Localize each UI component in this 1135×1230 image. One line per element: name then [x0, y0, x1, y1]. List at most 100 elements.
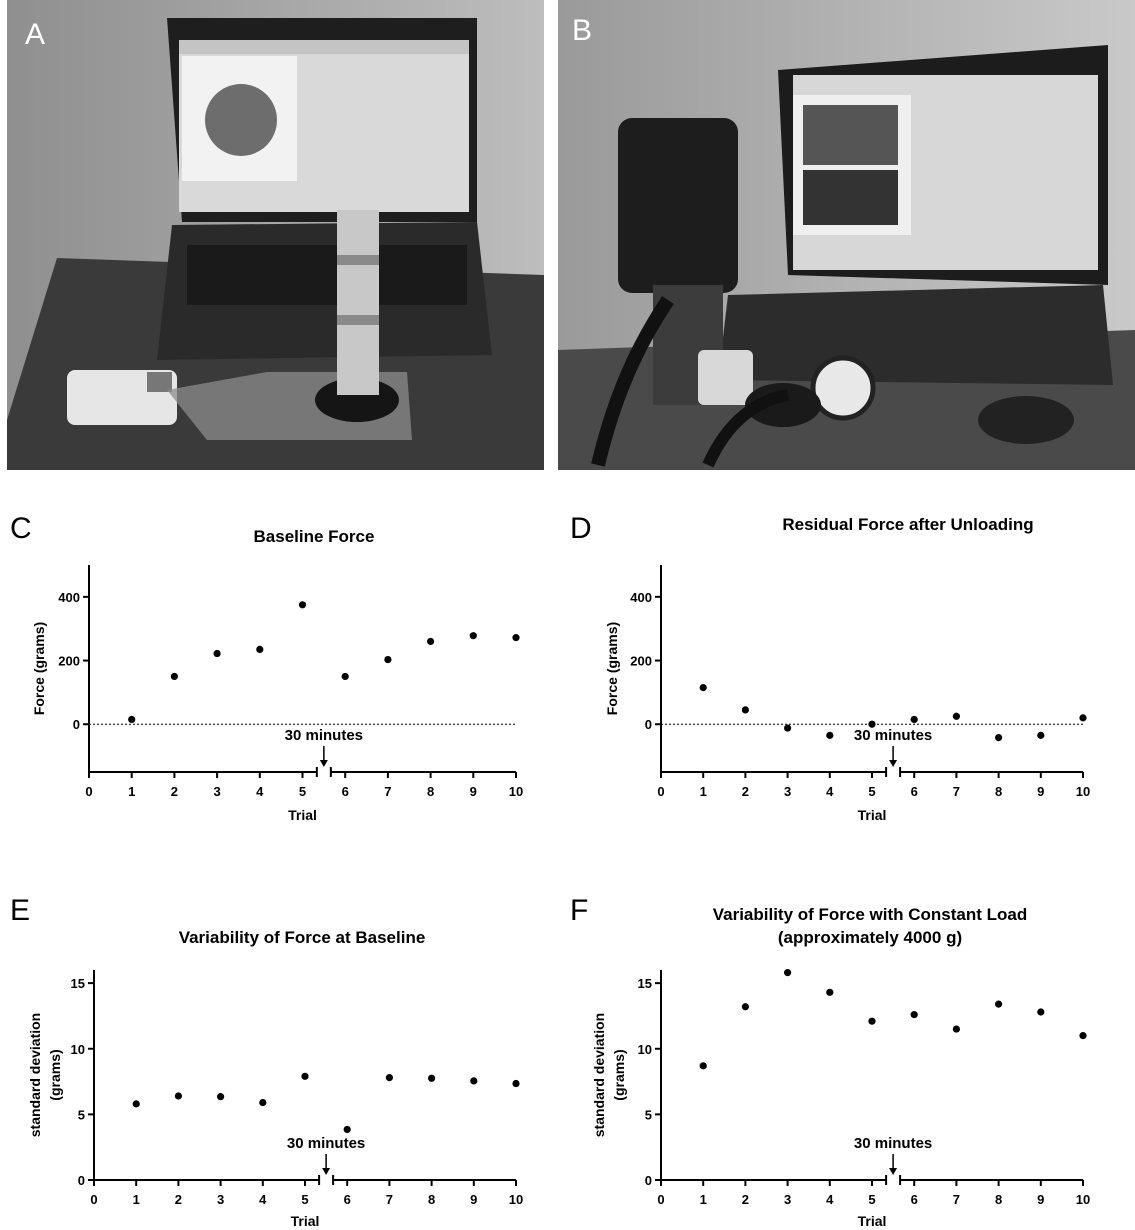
x-tick-label-f: 3: [784, 1192, 791, 1207]
x-tick-label-c: 9: [470, 784, 477, 799]
x-tick-label-c: 4: [256, 784, 264, 799]
chart-subtitle-f: (approximately 4000 g): [778, 928, 962, 947]
data-point-d: [826, 731, 834, 739]
x-tick-label-e: 9: [470, 1192, 477, 1207]
data-point-e: [343, 1125, 351, 1134]
y-tick-label-f: 15: [638, 976, 652, 991]
x-tick-label-d: 1: [700, 784, 707, 799]
panel-letter-e: E: [10, 894, 30, 927]
y-tick-label-f: 0: [645, 1173, 652, 1188]
data-point-e: [301, 1072, 309, 1080]
x-tick-label-c: 8: [427, 784, 434, 799]
data-point-f: [868, 1017, 876, 1025]
x-tick-label-c: 10: [509, 784, 523, 799]
data-point-e: [174, 1092, 182, 1100]
annotation-arrow-head-e: [322, 1168, 331, 1175]
panel-letter-c: C: [10, 512, 32, 545]
data-point-c: [128, 715, 136, 724]
x-tick-label-f: 9: [1037, 1192, 1044, 1207]
x-tick-label-e: 6: [344, 1192, 351, 1207]
data-point-c: [341, 672, 349, 681]
data-point-c: [384, 655, 392, 664]
y-tick-label-d: 0: [645, 717, 652, 732]
y-tick-label-f: 10: [638, 1042, 652, 1057]
x-tick-label-e: 1: [133, 1192, 140, 1207]
photo-panel-b: B: [558, 0, 1135, 470]
data-point-c: [170, 672, 178, 681]
x-tick-label-f: 7: [953, 1192, 960, 1207]
photo-label-b: B: [572, 14, 592, 47]
x-tick-label-c: 7: [384, 784, 391, 799]
x-tick-label-e: 10: [509, 1192, 523, 1207]
data-point-e: [428, 1074, 436, 1082]
data-point-d: [910, 715, 918, 724]
data-point-c: [512, 634, 520, 642]
annotation-arrow-head-c: [319, 760, 328, 767]
x-tick-label-c: 6: [342, 784, 349, 799]
data-point-e: [217, 1093, 225, 1101]
annotation-text-e: 30 minutes: [287, 1135, 365, 1152]
chart-title-d: Residual Force after Unloading: [782, 515, 1033, 534]
annotation-arrow-head-d: [889, 760, 898, 767]
x-tick-label-d: 8: [995, 784, 1002, 799]
data-point-d: [1079, 714, 1087, 722]
data-point-e: [132, 1100, 140, 1108]
data-point-d: [699, 684, 707, 692]
y-axis-label-f: standard deviation: [591, 1013, 607, 1137]
data-point-c: [298, 601, 307, 609]
panel-letter-d: D: [570, 512, 592, 545]
x-tick-label-d: 10: [1076, 784, 1090, 799]
y-tick-label-d: 400: [630, 590, 652, 605]
chart-title-e: Variability of Force at Baseline: [179, 928, 426, 947]
x-tick-label-e: 0: [90, 1192, 97, 1207]
y-tick-label-d: 200: [630, 654, 652, 669]
data-point-d: [952, 712, 961, 720]
x-tick-label-e: 5: [301, 1192, 308, 1207]
y-axis-label-d: Force (grams): [604, 622, 620, 715]
x-tick-label-f: 1: [700, 1192, 707, 1207]
x-tick-label-f: 5: [868, 1192, 875, 1207]
data-point-f: [995, 1000, 1003, 1008]
y-tick-label-c: 0: [73, 717, 80, 732]
y-tick-label-c: 200: [58, 654, 80, 669]
x-axis-label-e: Trial: [291, 1213, 320, 1229]
photo-label-a: A: [25, 18, 45, 51]
data-point-d: [995, 734, 1003, 742]
y-axis-label-f: (grams): [611, 1049, 627, 1100]
y-tick-label-e: 5: [78, 1107, 85, 1122]
data-point-f: [699, 1062, 707, 1070]
x-tick-label-d: 6: [911, 784, 918, 799]
y-tick-label-e: 15: [71, 976, 85, 991]
annotation-text-d: 30 minutes: [854, 727, 932, 744]
chart-title-f: Variability of Force with Constant Load: [713, 905, 1028, 924]
x-tick-label-d: 3: [784, 784, 791, 799]
data-point-e: [385, 1074, 393, 1082]
x-tick-label-e: 3: [217, 1192, 224, 1207]
x-tick-label-f: 2: [742, 1192, 749, 1207]
x-tick-label-c: 3: [213, 784, 220, 799]
x-tick-label-d: 2: [742, 784, 749, 799]
annotation-text-f: 30 minutes: [854, 1135, 932, 1152]
x-tick-label-d: 7: [953, 784, 960, 799]
data-point-f: [910, 1011, 918, 1019]
x-axis-label-f: Trial: [858, 1213, 887, 1229]
data-point-e: [259, 1098, 267, 1107]
data-point-d: [784, 724, 792, 732]
panel-letter-f: F: [570, 894, 588, 927]
y-axis-label-c: Force (grams): [31, 622, 47, 715]
x-tick-label-c: 2: [171, 784, 178, 799]
x-axis-label-c: Trial: [288, 807, 317, 823]
data-point-c: [427, 637, 435, 646]
x-tick-label-e: 4: [259, 1192, 267, 1207]
data-point-c: [213, 649, 221, 658]
annotation-arrow-head-f: [889, 1168, 898, 1175]
x-tick-label-f: 8: [995, 1192, 1002, 1207]
x-tick-label-d: 9: [1037, 784, 1044, 799]
data-point-f: [826, 988, 834, 996]
x-tick-label-e: 8: [428, 1192, 435, 1207]
x-axis-label-d: Trial: [858, 807, 887, 823]
photo-panel-a: A: [7, 0, 544, 470]
data-point-e: [512, 1079, 520, 1088]
data-point-f: [741, 1003, 750, 1011]
